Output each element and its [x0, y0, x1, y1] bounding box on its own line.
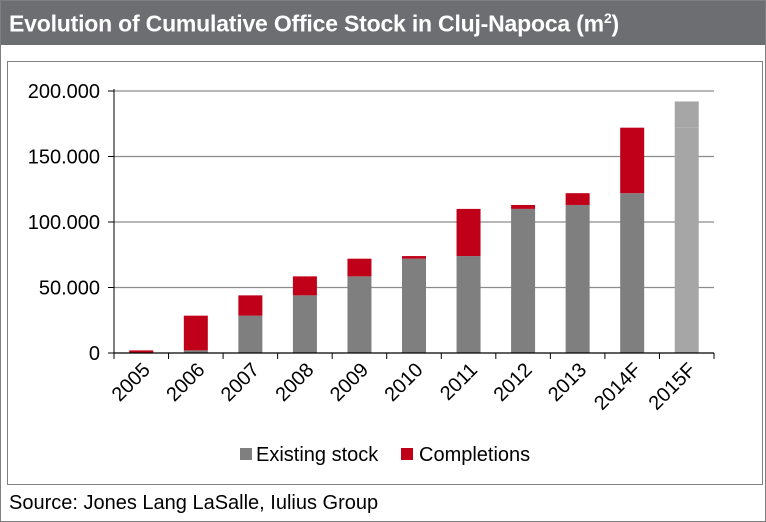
x-tick-label: 2009: [326, 359, 373, 406]
x-tick-label: 2014F: [590, 359, 646, 415]
bar-completions-2009: [347, 258, 372, 277]
legend-label-completions: Completions: [419, 444, 530, 466]
bar-existing-stock-2015F: [674, 127, 699, 354]
bar-existing-stock-2008: [292, 295, 317, 353]
chart-title-superscript: 2: [603, 10, 612, 26]
x-tick-label: 2005: [108, 359, 155, 406]
source-note: Source: Jones Lang LaSalle, Iulius Group: [9, 492, 379, 514]
x-tick-label: 2015F: [645, 359, 701, 415]
bar-completions-2012: [511, 204, 536, 209]
chart-title-end: ): [611, 10, 620, 37]
legend-swatch-completions: [401, 448, 413, 460]
y-tick-label: 150.000: [28, 147, 100, 169]
bar-existing-stock-2012: [511, 208, 536, 353]
bar-existing-stock-2014F: [620, 193, 645, 353]
x-tick-label: 2013: [544, 359, 591, 406]
bar-completions-2011: [456, 208, 481, 257]
x-tick-label: 2011: [436, 359, 482, 405]
y-tick-label: 50.000: [39, 278, 100, 300]
legend-swatch-existing-stock: [240, 448, 252, 460]
bar-completions-2010: [402, 256, 426, 259]
bar-completions-2015F: [674, 101, 699, 128]
stacked-bar-chart: 0 50.000 100.000 150.000 200.000 2005 2006 2007…: [28, 81, 715, 466]
bar-existing-stock-2006: [183, 350, 208, 353]
title-bar: Evolution of Cumulative Office Stock in …: [1, 1, 765, 45]
bar-completions-2013: [565, 193, 590, 205]
x-tick-label: 2006: [162, 359, 209, 406]
chart-title: Evolution of Cumulative Office Stock in …: [9, 10, 619, 38]
x-tick-label: 2010: [381, 359, 428, 406]
bar-existing-stock-2011: [456, 256, 481, 353]
x-tick-label: 2012: [490, 359, 537, 406]
chart-title-main: Evolution of Cumulative Office Stock in …: [9, 10, 604, 37]
x-tick-label: 2008: [271, 359, 318, 406]
bar-completions-2005: [129, 350, 154, 353]
y-tick-label: 100.000: [28, 212, 100, 234]
bar-existing-stock-2013: [565, 204, 590, 353]
y-tick-label: 0: [89, 343, 100, 365]
bar-completions-2014F: [620, 127, 645, 194]
bar-existing-stock-2010: [402, 258, 426, 353]
legend-label-existing-stock: Existing stock: [256, 444, 379, 466]
bar-completions-2006: [183, 315, 208, 351]
bar-existing-stock-2007: [238, 315, 263, 353]
bar-completions-2008: [292, 276, 317, 296]
plot-box: [7, 61, 763, 485]
x-tick-label: 2007: [217, 359, 264, 406]
bar-existing-stock-2009: [347, 276, 372, 353]
y-tick-label: 200.000: [28, 81, 100, 103]
bar-completions-2007: [238, 295, 263, 316]
